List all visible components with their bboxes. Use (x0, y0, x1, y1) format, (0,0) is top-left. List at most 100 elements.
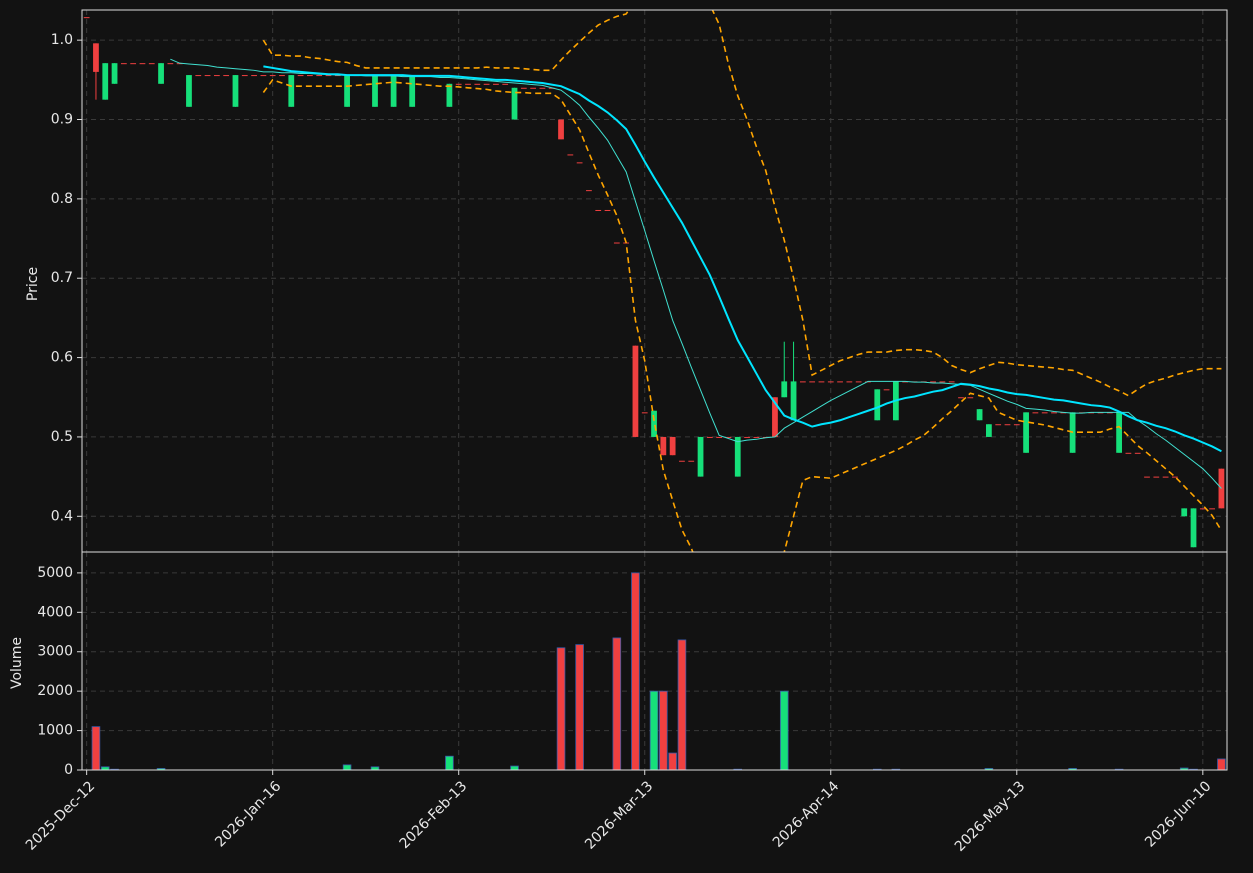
y-tick-label: 0.9 (51, 112, 73, 128)
volume-bar (342, 764, 352, 771)
candle-body (390, 75, 397, 107)
candle-body (1125, 452, 1132, 454)
candle-body (1199, 508, 1206, 510)
candle-body (474, 83, 481, 85)
candle-body (809, 381, 816, 383)
candle-body (1153, 476, 1160, 478)
candle-body (558, 119, 564, 140)
candle-body (883, 389, 890, 391)
candle-body (158, 63, 164, 84)
candle-body (1134, 452, 1141, 454)
candle-body (567, 154, 574, 156)
volume-bar (649, 690, 659, 771)
candle-body (483, 83, 490, 85)
candle-body (1116, 412, 1122, 453)
volume-bar (1217, 758, 1226, 771)
y-tick-label: 0.4 (51, 508, 73, 524)
volume-tick-label: 3000 (37, 644, 73, 660)
overlay-line (262, 78, 1223, 552)
candle-body (502, 83, 509, 85)
volume-tick-label: 1000 (37, 723, 73, 739)
candle-body (1172, 476, 1178, 478)
candle-body (465, 83, 471, 85)
candle-body (604, 209, 611, 211)
candle-body (660, 436, 667, 456)
candle-body (493, 83, 499, 85)
candle-body (679, 460, 685, 462)
candle-body (102, 63, 109, 100)
candle-body (1088, 412, 1095, 414)
candle-body (520, 87, 527, 89)
volume-bar (91, 726, 101, 771)
candle-body (930, 381, 936, 383)
candle-body (744, 436, 750, 438)
candle-body (632, 345, 639, 437)
candle-body (213, 75, 220, 77)
candle-body (288, 75, 295, 107)
candle-body (316, 75, 323, 77)
candle-body (344, 75, 350, 107)
candle-body (995, 424, 1002, 426)
candle-body (799, 381, 806, 383)
candle-body (958, 397, 964, 399)
candle-body (706, 436, 713, 438)
volume-bar (612, 637, 622, 771)
candle-body (781, 381, 788, 398)
candle-body (204, 75, 211, 77)
candle-body (297, 75, 304, 77)
candle-body (446, 83, 453, 107)
candle-body (772, 397, 778, 437)
volume-tick-label: 0 (64, 762, 73, 778)
candle-body (1041, 412, 1048, 414)
volume-bar (556, 647, 566, 771)
candle-body (232, 75, 239, 107)
candle-body (1162, 476, 1169, 478)
candle-body (1023, 412, 1029, 453)
candle-body (576, 162, 583, 164)
candle-body (167, 63, 174, 65)
candle-body (186, 75, 192, 107)
candle-body (130, 63, 137, 65)
candle-body (409, 75, 416, 107)
candle-body (1051, 412, 1057, 414)
candle-body (1106, 412, 1113, 414)
candle-body (111, 63, 118, 84)
volume-bar (510, 765, 519, 771)
candle-body (269, 75, 276, 77)
volume-tick-label: 5000 (37, 565, 73, 581)
volume-axis-label: Volume (9, 637, 25, 689)
y-axis-label: Price (25, 267, 41, 301)
candle-body (195, 75, 202, 77)
candle-body (855, 381, 862, 383)
candle-body (641, 412, 648, 414)
candle-body (725, 436, 732, 438)
candle-body (790, 381, 797, 421)
y-tick-label: 0.8 (51, 191, 73, 207)
y-tick-label: 0.5 (51, 429, 73, 445)
candle-body (325, 75, 332, 77)
candle-body (1004, 424, 1011, 426)
candle-body (669, 436, 676, 456)
y-tick-label: 1.0 (51, 32, 73, 48)
overlay-line (263, 65, 1222, 453)
candle-body (716, 436, 723, 438)
candle-body (455, 83, 462, 85)
candle-body (753, 436, 760, 438)
y-tick-label: 0.7 (51, 270, 73, 286)
candle-body (734, 436, 741, 477)
candle-body (307, 75, 313, 77)
candle-body (251, 75, 257, 77)
volume-tick-label: 2000 (37, 683, 73, 699)
candle-body (279, 75, 285, 77)
candle-body (967, 397, 974, 399)
candle-body (976, 409, 983, 421)
candle-body (530, 87, 537, 89)
candle-body (1060, 412, 1067, 414)
overlay-line (262, 10, 1222, 397)
candle-body (697, 436, 704, 477)
candle-body (948, 381, 955, 383)
candle-body (372, 75, 378, 107)
volume-frame (81, 551, 1228, 771)
candle-body (511, 87, 518, 120)
